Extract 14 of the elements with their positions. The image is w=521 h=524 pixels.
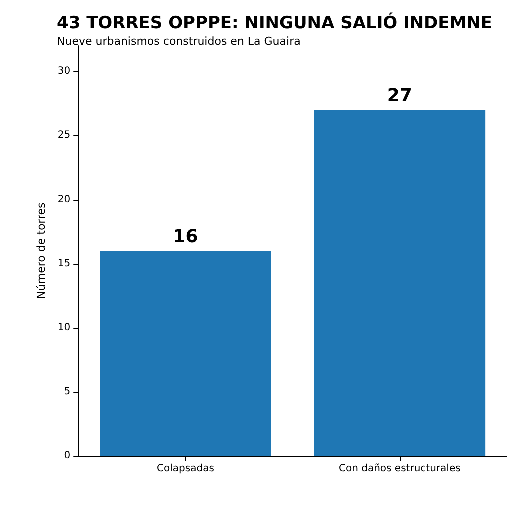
chart-subtitle: Nueve urbanismos construidos en La Guaira (57, 35, 301, 48)
data-label: 16 (173, 226, 198, 248)
y-tick-label: 15 (58, 258, 71, 270)
y-tick-label: 10 (58, 322, 71, 334)
y-tick-label: 0 (64, 450, 71, 462)
y-tick-label: 20 (58, 194, 71, 206)
chart-title: 43 TORRES OPPPE: NINGUNA SALIÓ INDEMNE (57, 12, 493, 34)
y-tick-label: 25 (58, 130, 71, 142)
y-tick-label: 5 (64, 386, 71, 398)
x-tick-label: Colapsadas (157, 464, 214, 474)
x-tick-label: Con daños estructurales (339, 464, 461, 474)
data-label: 27 (387, 86, 412, 107)
y-tick-label: 30 (58, 66, 71, 78)
y-axis-title: Número de torres (35, 202, 48, 300)
